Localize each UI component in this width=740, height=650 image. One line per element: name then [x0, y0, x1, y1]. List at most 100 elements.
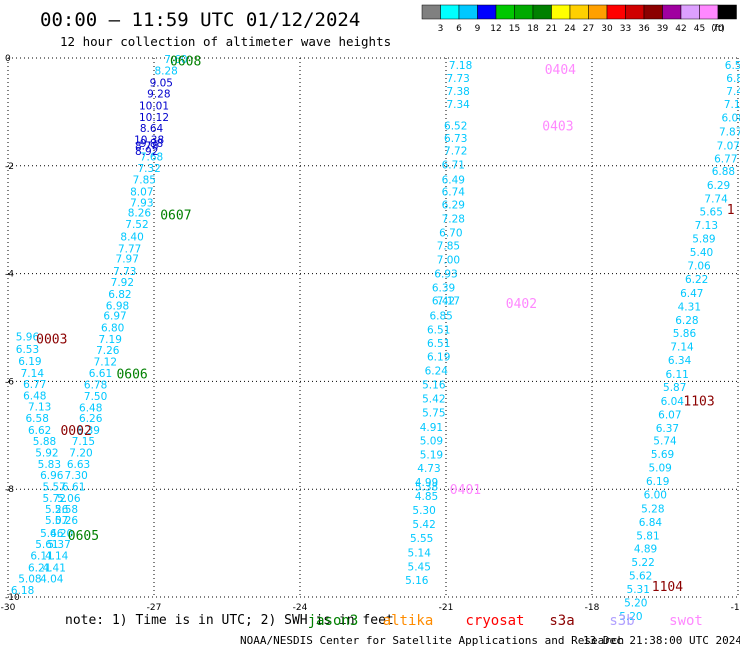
data-point-label: 5.69	[651, 449, 674, 461]
track-label: 0607	[160, 208, 191, 223]
colorbar-tick-label: 39	[657, 24, 669, 34]
colorbar-swatch	[458, 4, 478, 20]
track-label: 0403	[542, 119, 573, 134]
data-point-label: 6.63	[67, 459, 90, 471]
data-point-label: 7.38	[446, 86, 469, 98]
data-point-label: 6.51	[427, 338, 450, 350]
data-point-label: 6.00	[644, 490, 667, 502]
data-point-label: 6.07	[658, 409, 681, 421]
data-point-label: 7.14	[21, 368, 45, 380]
data-point-label: 6.98	[106, 300, 129, 312]
data-point-label: 5.45	[408, 561, 431, 573]
data-point-label: 7.06	[687, 261, 711, 273]
data-point-label: 6.71	[442, 160, 465, 172]
data-point-label: 5.42	[422, 394, 445, 406]
data-point-label: 6.47	[680, 288, 703, 300]
data-point-label: 7.77	[118, 243, 141, 255]
data-point-label: 6.11	[30, 550, 53, 562]
colorbar-swatch	[551, 4, 571, 20]
data-point-label: 6.21	[28, 562, 51, 574]
data-point-label: 5.61	[35, 539, 58, 551]
colorbar-swatch	[421, 4, 441, 20]
data-point-label: 5.72	[43, 493, 66, 505]
satellite-legend-item: swot	[669, 613, 703, 629]
data-point-label: 7.13	[28, 402, 51, 414]
data-point-label: 4.41	[43, 562, 66, 574]
data-point-label: 7.34	[446, 99, 470, 111]
data-point-label: 7.17	[437, 296, 460, 308]
data-point-label: 5.16	[422, 380, 446, 392]
colorbar-tick-label: 42	[675, 24, 686, 34]
data-point-label: 7.52	[125, 219, 148, 231]
data-point-label: 5.46	[40, 528, 64, 540]
track-label: 0605	[68, 529, 99, 544]
x-tick-label: -24	[293, 603, 308, 613]
data-point-label: 5.09	[648, 463, 671, 475]
data-point-label: 5.14	[408, 547, 432, 559]
data-point-label: 9.88	[140, 138, 163, 150]
data-point-label: 5.81	[636, 531, 659, 543]
colorbar-tick-label: 36	[638, 24, 650, 34]
colorbar-tick-label: 70	[712, 24, 724, 34]
data-point-label: 6.42	[432, 296, 455, 308]
data-point-label: 5.57	[43, 482, 66, 494]
data-point-label: 7.85	[437, 241, 460, 253]
data-point-label: 4.73	[417, 463, 440, 475]
data-point-label: 4.99	[415, 477, 438, 489]
data-point-label: 4.31	[678, 301, 701, 313]
data-point-label: 8.92	[135, 146, 158, 158]
data-point-label: 6.80	[101, 323, 124, 335]
colorbar-swatch	[514, 4, 534, 20]
data-point-label: 8.28	[154, 65, 177, 77]
colorbar-tick-label: 45	[694, 24, 705, 34]
data-point-label: 6.61	[62, 482, 85, 494]
data-point-label: 5.87	[663, 382, 686, 394]
footer-timestamp: 13 Dec 21:38:00 UTC 2024	[583, 634, 740, 647]
satellite-legend-item: jason3	[308, 613, 359, 629]
data-point-label: 6.19	[646, 476, 669, 488]
x-tick-label: -15	[731, 603, 740, 613]
data-point-label: 6.58	[26, 413, 49, 425]
data-point-label: 7.50	[84, 391, 107, 403]
data-point-label: 4.14	[45, 550, 69, 562]
data-point-label: 8.26	[128, 208, 152, 220]
data-point-label: 7.73	[446, 73, 469, 85]
data-point-label: 6.5	[725, 60, 740, 72]
data-point-label: 6.52	[444, 120, 467, 132]
data-point-label: 5.38	[415, 482, 438, 494]
data-point-label: 7.74	[704, 194, 728, 206]
track-label: 1	[727, 203, 735, 218]
data-point-label: 6.48	[79, 402, 102, 414]
data-point-label: 7.92	[111, 277, 134, 289]
data-point-label: 5.58	[55, 504, 78, 516]
data-point-label: 6.70	[439, 228, 462, 240]
data-point-label: 6.97	[103, 311, 126, 323]
chart-title: 00:00 – 11:59 UTC 01/12/2024	[40, 9, 360, 31]
colorbar-legend: 3 6 9 12 15 18 21 24 27 30 33 36 39 42 45 70(ft)	[421, 4, 737, 34]
data-point-label: 7.72	[444, 146, 467, 158]
data-point-label: 7.28	[442, 214, 465, 226]
data-point-label: 6.61	[89, 368, 112, 380]
data-point-label: 5.62	[629, 570, 652, 582]
data-point-label: 5.30	[412, 505, 435, 517]
data-point-label: 6.78	[84, 380, 107, 392]
data-point-label: 9.28	[147, 89, 170, 101]
data-point-label: 5.75	[422, 408, 445, 420]
colorbar-swatch	[643, 4, 663, 20]
data-point-label: 7.20	[69, 448, 92, 460]
data-point-label: 5.19	[420, 450, 443, 462]
data-point-label: 7.85	[133, 174, 156, 186]
satellite-legend-item: altika	[383, 613, 434, 629]
data-point-label: 6.34	[668, 355, 692, 367]
data-point-label: 6.51	[427, 325, 450, 337]
colorbar-swatch	[662, 4, 682, 20]
data-point-label: 8.07	[130, 187, 153, 199]
data-point-label: 5.89	[692, 234, 715, 246]
data-point-label: 10.12	[139, 112, 169, 124]
track-label: 0606	[116, 367, 147, 382]
footer-note: note: 1) Time is in UTC; 2) SWH is in fe…	[65, 613, 394, 628]
data-point-label: 6.08	[721, 112, 740, 124]
data-point-label: 7.13	[695, 220, 718, 232]
colorbar-swatch	[680, 4, 700, 20]
